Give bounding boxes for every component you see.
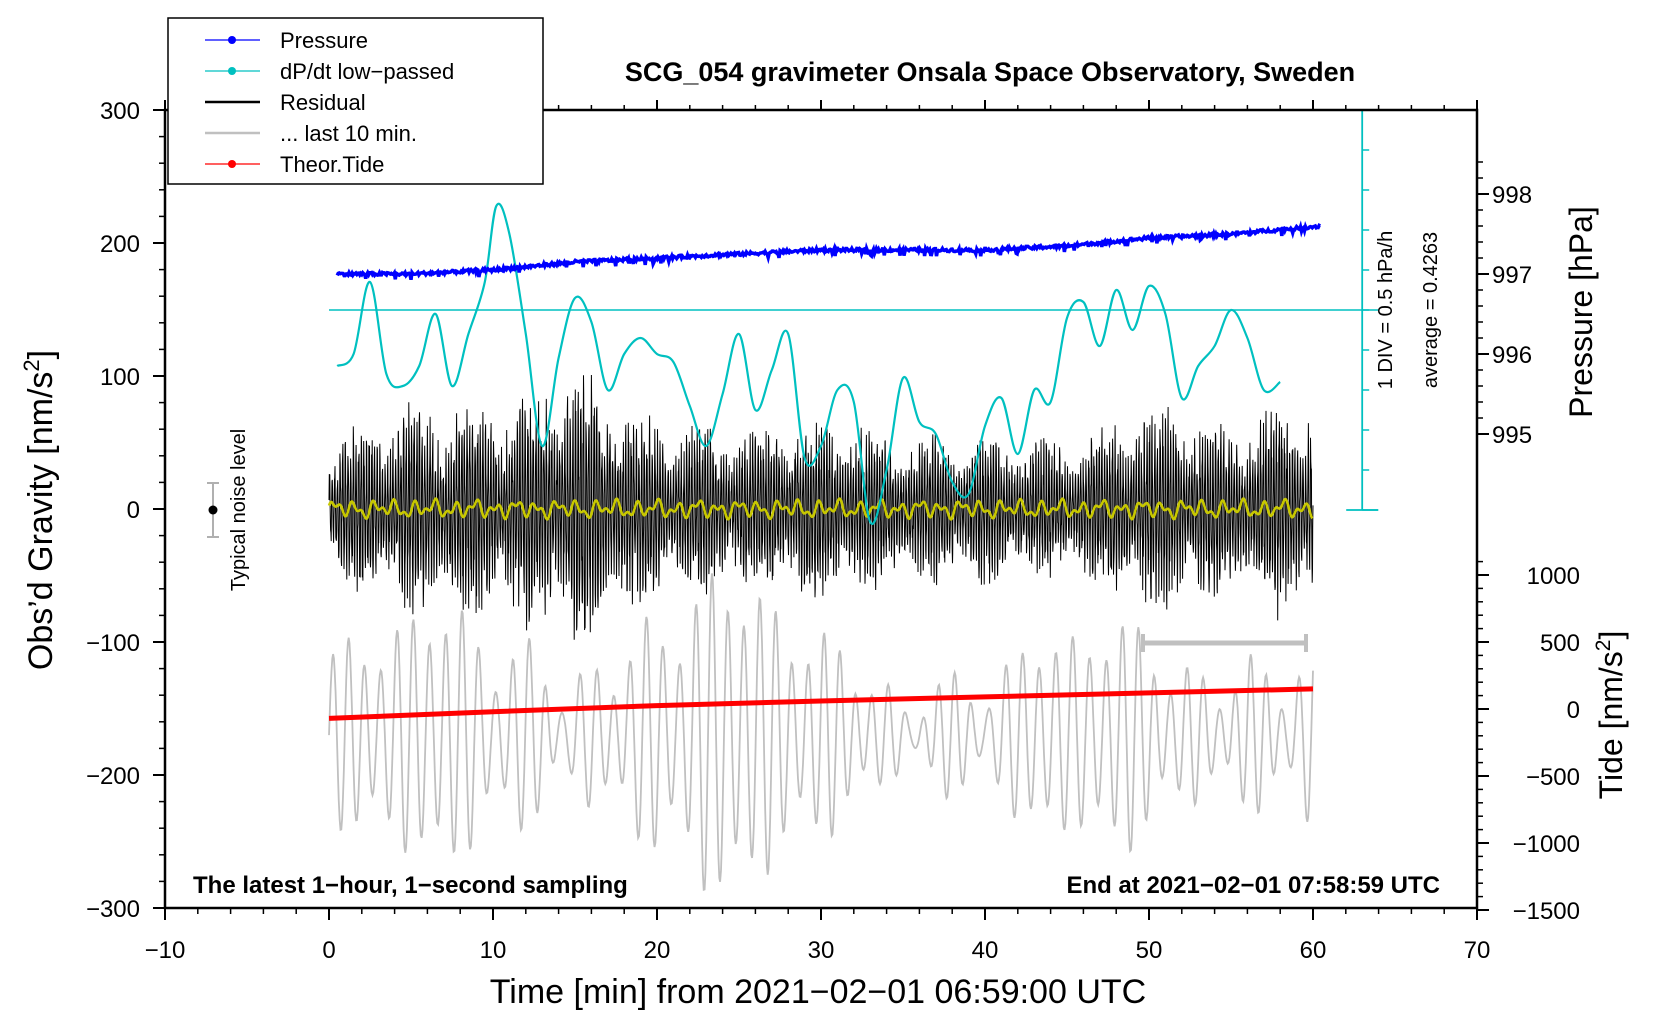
legend-item: ... last 10 min. <box>205 121 417 146</box>
x-tick-label: −10 <box>145 937 186 964</box>
y-tick-label: 0 <box>127 497 140 524</box>
tide-axis: 1000 500 0 −500 −1000 −1500 <box>1477 560 1580 925</box>
pressure-series <box>335 220 1321 281</box>
legend-item: Theor.Tide <box>205 152 384 177</box>
pressure-tick-label: 995 <box>1492 422 1532 449</box>
pressure-tick-label: 997 <box>1492 262 1532 289</box>
pressure-tick-label: 996 <box>1492 342 1532 369</box>
y-tick-label: 100 <box>100 364 140 391</box>
legend-item: Pressure <box>205 28 368 53</box>
last-10-min-bracket <box>1141 634 1308 652</box>
noise-level-label: Typical noise level <box>228 429 250 591</box>
tide-tick-label: −500 <box>1526 764 1580 791</box>
legend-label: Theor.Tide <box>280 152 384 177</box>
legend-label: Pressure <box>280 28 368 53</box>
dpdt-average-label: average = 0.4263 <box>1420 232 1442 388</box>
x-axis: −10 0 10 20 30 40 50 60 70 <box>145 100 1491 964</box>
legend: Pressure dP/dt low−passed Residual ... last… <box>167 17 544 185</box>
residual-line <box>328 374 1314 640</box>
tide-tick-label: 0 <box>1567 697 1580 724</box>
y-tick-label: 200 <box>100 231 140 258</box>
last-10-min-line <box>328 573 1314 892</box>
tide-axis-label: Tide [nm/s2] <box>1592 631 1629 800</box>
tide-tick-label: 1000 <box>1527 563 1580 590</box>
dpdt-scale-label: 1 DIV = 0.5 hPa/h <box>1375 231 1397 389</box>
x-tick-label: 60 <box>1300 937 1327 964</box>
tide-tick-label: −1000 <box>1513 831 1580 858</box>
legend-swatch-marker <box>228 36 236 44</box>
x-axis-label: Time [min] from 2021−02−01 06:59:00 UTC <box>490 973 1146 1011</box>
smoothed-residual-series <box>327 497 1314 521</box>
pressure-tick-label: 998 <box>1492 182 1532 209</box>
legend-swatch-marker <box>228 160 236 168</box>
x-tick-label: 20 <box>644 937 671 964</box>
footer-sampling: The latest 1−hour, 1−second sampling <box>193 872 628 899</box>
pressure-line <box>335 220 1321 281</box>
footer-end-time: End at 2021−02−01 07:58:59 UTC <box>1066 872 1440 899</box>
last-10-min-series <box>328 573 1314 892</box>
x-tick-label: 70 <box>1464 937 1491 964</box>
x-tick-label: 40 <box>972 937 999 964</box>
x-tick-label: 10 <box>480 937 507 964</box>
y-tick-label: −100 <box>86 630 140 657</box>
x-tick-label: 50 <box>1136 937 1163 964</box>
tide-line <box>328 686 1314 721</box>
dpdt-series <box>336 202 1281 526</box>
tide-tick-label: −1500 <box>1513 898 1580 925</box>
legend-label: ... last 10 min. <box>280 121 417 146</box>
pressure-axis-label: Pressure [hPa] <box>1563 206 1599 418</box>
legend-label: dP/dt low−passed <box>280 59 454 84</box>
tide-tick-label: 500 <box>1540 630 1580 657</box>
noise-level-indicator <box>207 482 219 538</box>
residual-series <box>328 374 1314 640</box>
theoretical-tide-series <box>328 686 1314 721</box>
dpdt-line <box>336 202 1281 526</box>
y-axis-left-label: Obs’d Gravity [nm/s2] <box>19 350 60 670</box>
pressure-axis: 998 997 996 995 <box>1477 161 1532 449</box>
y-axis-left: 300 200 100 0 −100 −200 −300 <box>86 98 165 923</box>
legend-label: Residual <box>280 90 366 115</box>
legend-item: dP/dt low−passed <box>205 59 454 84</box>
x-tick-label: 0 <box>322 937 335 964</box>
legend-item: Residual <box>205 90 366 115</box>
chart-title: SCG_054 gravimeter Onsala Space Observat… <box>625 57 1355 87</box>
y-tick-label: −200 <box>86 763 140 790</box>
y-tick-label: 300 <box>100 98 140 125</box>
smoothed-residual-line <box>327 497 1314 521</box>
dpdt-scale-axis <box>329 109 1379 511</box>
x-tick-label: 30 <box>808 937 835 964</box>
legend-swatch-marker <box>228 67 236 75</box>
y-tick-label: −300 <box>86 896 140 923</box>
